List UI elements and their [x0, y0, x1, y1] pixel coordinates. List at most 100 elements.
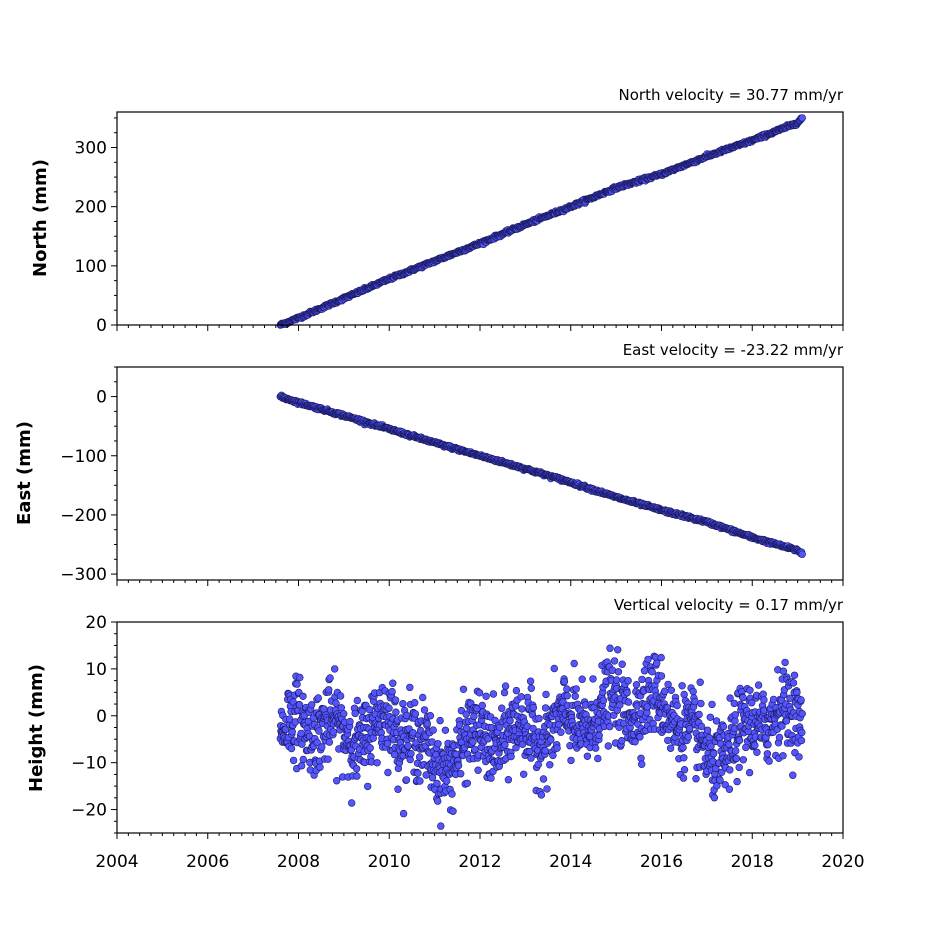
- height-data-point: [333, 776, 341, 785]
- y-tick-label: 0: [96, 707, 107, 727]
- height-data-point: [423, 720, 431, 728]
- height-data-point: [463, 779, 471, 787]
- height-data-point: [781, 658, 789, 667]
- height-data-point: [624, 676, 632, 685]
- height-data-point: [519, 770, 528, 778]
- y-tick-label: 10: [85, 660, 107, 680]
- height-data-point: [547, 736, 555, 744]
- height-data-point: [789, 771, 797, 779]
- height-data-point: [679, 774, 688, 782]
- height-data-point: [527, 684, 535, 692]
- height-data-point: [775, 733, 784, 742]
- height-data-point: [790, 671, 799, 679]
- height-data-point: [391, 696, 400, 704]
- height-data-point: [623, 688, 631, 697]
- height-data-point: [462, 724, 471, 732]
- north-velocity-title: North velocity = 30.77 mm/yr: [619, 86, 844, 104]
- height-data-point: [779, 667, 788, 675]
- x-tick-label: 2018: [731, 852, 774, 872]
- height-data-point: [703, 726, 712, 734]
- height-data-point: [329, 728, 337, 736]
- height-data-point: [482, 692, 490, 700]
- height-data-point: [454, 761, 463, 770]
- height-data-point: [692, 774, 700, 783]
- height-data-point: [527, 754, 535, 762]
- height-data-point: [457, 769, 465, 778]
- north-plot-frame: [116, 111, 844, 326]
- height-data-point: [567, 756, 575, 765]
- height-data-point: [764, 740, 772, 749]
- height-data-point: [296, 673, 304, 682]
- height-data-point: [679, 743, 687, 752]
- height-ylabel: Height (mm): [26, 664, 47, 792]
- height-data-point: [501, 682, 510, 690]
- north-points: [276, 114, 806, 329]
- y-tick-label: 0: [96, 316, 107, 336]
- height-data-point: [308, 701, 316, 709]
- height-data-point: [299, 692, 307, 700]
- height-data-point: [326, 674, 334, 682]
- y-tick-label: −100: [60, 447, 107, 467]
- height-panel: Vertical velocity = 0.17 mm/yr Height (m…: [26, 596, 865, 872]
- height-data-point: [751, 741, 759, 749]
- height-data-point: [383, 739, 392, 748]
- east-plot-frame: [116, 366, 844, 581]
- height-data-point: [640, 666, 649, 675]
- height-data-point: [507, 752, 515, 761]
- height-data-point: [535, 714, 543, 723]
- height-data-point: [680, 754, 688, 762]
- height-data-point: [746, 686, 754, 694]
- height-data-point: [696, 678, 704, 686]
- height-data-point: [680, 690, 688, 699]
- height-data-point: [340, 709, 348, 718]
- height-data-point: [731, 711, 739, 719]
- height-data-point: [504, 775, 513, 784]
- height-data-point: [797, 696, 805, 704]
- height-data-point: [384, 768, 392, 777]
- height-data-point: [605, 722, 614, 731]
- height-data-point: [543, 785, 551, 793]
- height-data-point: [731, 717, 739, 725]
- height-data-point: [331, 665, 339, 673]
- height-data-point: [537, 791, 546, 799]
- north-data-point: [798, 114, 806, 122]
- height-data-point: [325, 738, 334, 746]
- height-data-point: [469, 738, 477, 746]
- height-data-point: [798, 728, 806, 737]
- height-data-point: [426, 711, 435, 720]
- x-tick-label: 2012: [458, 852, 501, 872]
- height-data-point: [754, 681, 763, 689]
- height-data-point: [589, 675, 597, 683]
- height-data-point: [797, 736, 806, 745]
- height-data-point: [731, 747, 740, 755]
- height-data-point: [563, 685, 571, 693]
- height-data-point: [739, 693, 747, 702]
- height-data-point: [560, 677, 569, 686]
- height-data-point: [726, 766, 734, 774]
- height-data-point: [529, 703, 538, 712]
- height-data-point: [719, 722, 728, 731]
- height-data-point: [572, 685, 580, 693]
- height-data-point: [684, 733, 692, 741]
- height-data-point: [441, 726, 450, 734]
- height-data-point: [324, 755, 332, 763]
- height-data-point: [595, 731, 603, 740]
- east-points: [276, 391, 806, 558]
- height-data-point: [710, 793, 719, 802]
- y-tick-label: 300: [75, 139, 107, 159]
- height-data-point: [666, 744, 675, 752]
- height-data-point: [416, 777, 424, 785]
- height-data-point: [709, 749, 718, 758]
- height-data-point: [434, 740, 442, 748]
- height-data-point: [697, 699, 705, 708]
- height-data-point: [795, 753, 803, 761]
- height-data-point: [404, 742, 412, 750]
- x-tick-label: 2004: [95, 852, 138, 872]
- height-data-point: [695, 710, 703, 719]
- height-data-point: [399, 809, 408, 818]
- north-panel: North velocity = 30.77 mm/yr North (mm) …: [30, 86, 844, 336]
- height-data-point: [289, 756, 298, 765]
- height-data-point: [732, 754, 741, 763]
- vertical-velocity-title: Vertical velocity = 0.17 mm/yr: [614, 596, 844, 614]
- height-data-point: [570, 659, 578, 668]
